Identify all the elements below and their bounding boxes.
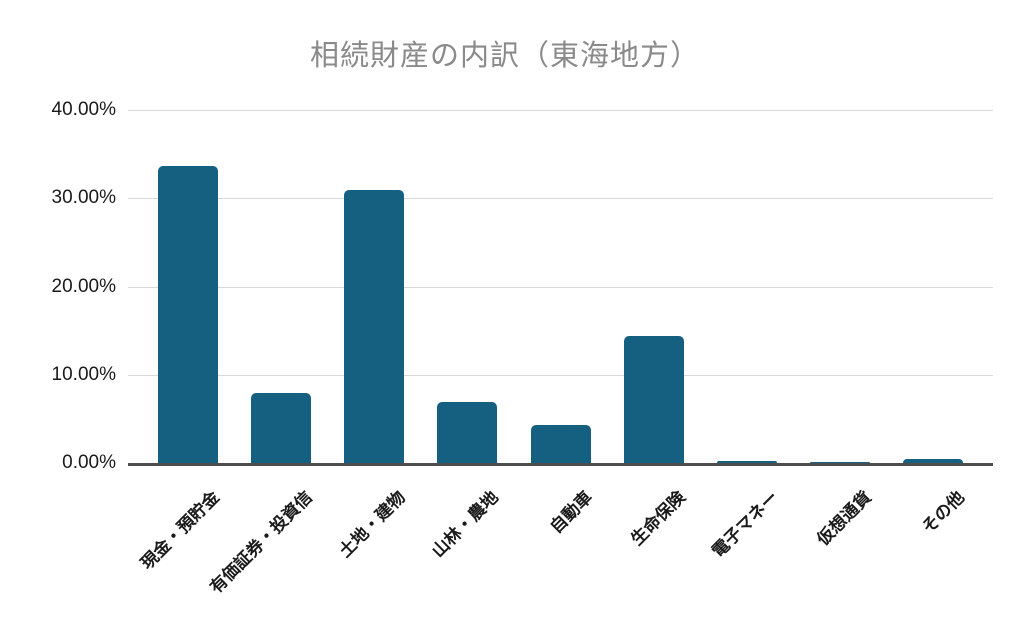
y-axis-tick-20: 20.00% — [51, 275, 116, 297]
bar-land-buildings — [344, 190, 405, 463]
x-axis-label-other: その他 — [918, 487, 968, 538]
x-axis-label-land-buildings: 土地・建物 — [335, 487, 410, 562]
x-axis-label-automobile: 自動車 — [545, 487, 596, 538]
bar-electronic-money — [716, 461, 777, 463]
bar-forest-farmland — [437, 402, 498, 463]
gridline-40 — [128, 110, 993, 111]
x-axis-label-electronic-money: 電子マネー — [708, 487, 782, 562]
gridline-20 — [128, 286, 993, 288]
bar-securities-investment-trusts — [251, 393, 312, 463]
chart-title: 相続財産の内訳（東海地方） — [309, 40, 700, 72]
bar-cash-deposits — [158, 166, 218, 463]
bar-automobile — [530, 425, 591, 463]
x-axis-label-cash-deposits: 現金・預貯金 — [137, 487, 223, 574]
gridline-10 — [128, 374, 993, 376]
y-axis-tick-10: 10.00% — [51, 363, 116, 385]
plot-area — [128, 110, 993, 466]
bars-group — [158, 110, 963, 463]
y-axis-tick-0: 0.00% — [62, 452, 116, 473]
bar-other — [903, 459, 963, 463]
bar-virtual-currency — [809, 462, 870, 463]
y-axis-tick-40: 40.00% — [51, 99, 116, 120]
x-axis-label-virtual-currency: 仮想通貨 — [813, 487, 875, 550]
bar-life-insurance — [623, 335, 684, 463]
y-axis-tick-30: 30.00% — [51, 187, 116, 209]
x-axis-label-forest-farmland: 山林・農地 — [428, 487, 503, 562]
x-axis-label-life-insurance: 生命保険 — [627, 487, 689, 550]
gridline-30 — [128, 198, 993, 200]
